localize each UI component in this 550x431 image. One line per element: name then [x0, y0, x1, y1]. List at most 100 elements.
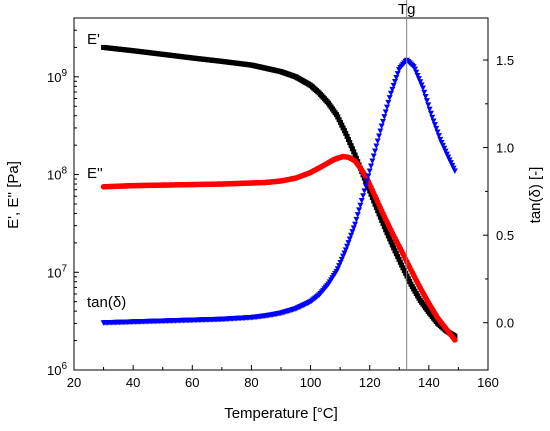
data-point — [376, 133, 383, 140]
data-point — [369, 195, 375, 201]
data-point — [417, 79, 424, 85]
x-tick-label: 80 — [244, 375, 258, 390]
series-tan-delta — [100, 57, 458, 326]
data-point — [397, 259, 403, 265]
data-point — [439, 142, 446, 149]
data-point — [373, 204, 379, 210]
data-point — [434, 129, 441, 136]
data-point — [396, 256, 402, 262]
data-point — [352, 152, 358, 158]
data-point — [358, 197, 365, 204]
data-point — [392, 248, 398, 254]
data-point — [447, 160, 454, 166]
data-point — [451, 168, 458, 174]
data-point — [413, 69, 420, 76]
data-point — [387, 236, 393, 242]
data-point — [391, 78, 398, 85]
data-point — [405, 276, 411, 282]
data-point — [383, 227, 389, 233]
data-point — [368, 191, 374, 197]
data-point — [393, 75, 400, 81]
x-tick-label: 60 — [185, 375, 199, 390]
data-point — [442, 148, 449, 155]
data-point — [357, 202, 364, 209]
data-point — [431, 122, 438, 128]
data-point — [388, 239, 394, 245]
data-point — [389, 86, 396, 93]
data-point — [380, 221, 386, 227]
x-tick-label: 160 — [477, 375, 499, 390]
data-point — [371, 198, 377, 204]
series-e-storage — [101, 44, 458, 339]
y-left-tick-label: 106 — [47, 361, 67, 378]
data-point — [411, 66, 418, 73]
data-point — [361, 188, 368, 194]
tg-label: Tg — [398, 1, 416, 18]
series-e-loss — [100, 153, 458, 343]
series-label-e-storage: E' — [87, 31, 100, 48]
data-point — [353, 216, 360, 223]
data-point — [389, 242, 395, 248]
data-point — [384, 230, 390, 236]
data-point — [336, 117, 342, 123]
data-point — [391, 245, 397, 251]
data-point — [351, 149, 357, 155]
data-point — [441, 145, 448, 152]
data-point — [379, 217, 385, 223]
data-point — [414, 72, 421, 79]
data-point — [388, 90, 395, 97]
data-point — [368, 163, 375, 169]
data-point — [360, 193, 367, 199]
data-point — [362, 183, 369, 189]
data-point — [381, 114, 388, 120]
data-point — [343, 130, 349, 136]
data-point — [433, 125, 440, 132]
y-axis-left-title: E', E'' [Pa] — [5, 161, 22, 229]
data-point — [381, 224, 387, 230]
data-point — [418, 82, 425, 88]
data-point — [407, 278, 413, 284]
data-point — [385, 233, 391, 239]
data-point — [353, 155, 359, 161]
x-tick-label: 40 — [126, 375, 140, 390]
data-point — [378, 123, 385, 130]
x-axis-title: Temperature [°C] — [224, 405, 338, 422]
data-point — [377, 128, 384, 135]
x-tick-label: 20 — [67, 375, 81, 390]
y-left-tick-label: 109 — [47, 68, 67, 85]
series-label-tan-delta: tan(δ) — [87, 294, 126, 311]
data-point — [385, 99, 392, 106]
data-point — [382, 109, 389, 115]
data-point — [400, 265, 406, 271]
data-point — [348, 143, 354, 149]
data-point — [446, 157, 453, 163]
data-point — [450, 165, 457, 172]
data-point — [394, 71, 401, 77]
data-point — [430, 118, 437, 124]
data-point — [337, 119, 343, 125]
data-point — [393, 251, 399, 257]
data-point — [435, 133, 442, 139]
data-point — [366, 168, 373, 174]
data-point — [380, 118, 387, 125]
data-point — [395, 254, 401, 260]
data-point — [445, 154, 452, 160]
data-point — [443, 151, 450, 158]
data-point — [345, 136, 351, 142]
series-label-e-loss: E'' — [87, 165, 103, 182]
data-point — [438, 140, 445, 146]
data-point — [390, 82, 397, 89]
data-point — [335, 114, 341, 120]
data-point — [349, 146, 355, 152]
data-point — [427, 110, 434, 117]
data-point — [423, 98, 430, 104]
data-point — [422, 93, 429, 100]
data-point — [384, 104, 391, 111]
data-point — [421, 89, 428, 96]
data-point — [372, 148, 379, 154]
data-point — [347, 140, 353, 146]
data-point — [352, 221, 359, 228]
plot-marks — [100, 44, 458, 343]
data-point — [340, 125, 346, 131]
